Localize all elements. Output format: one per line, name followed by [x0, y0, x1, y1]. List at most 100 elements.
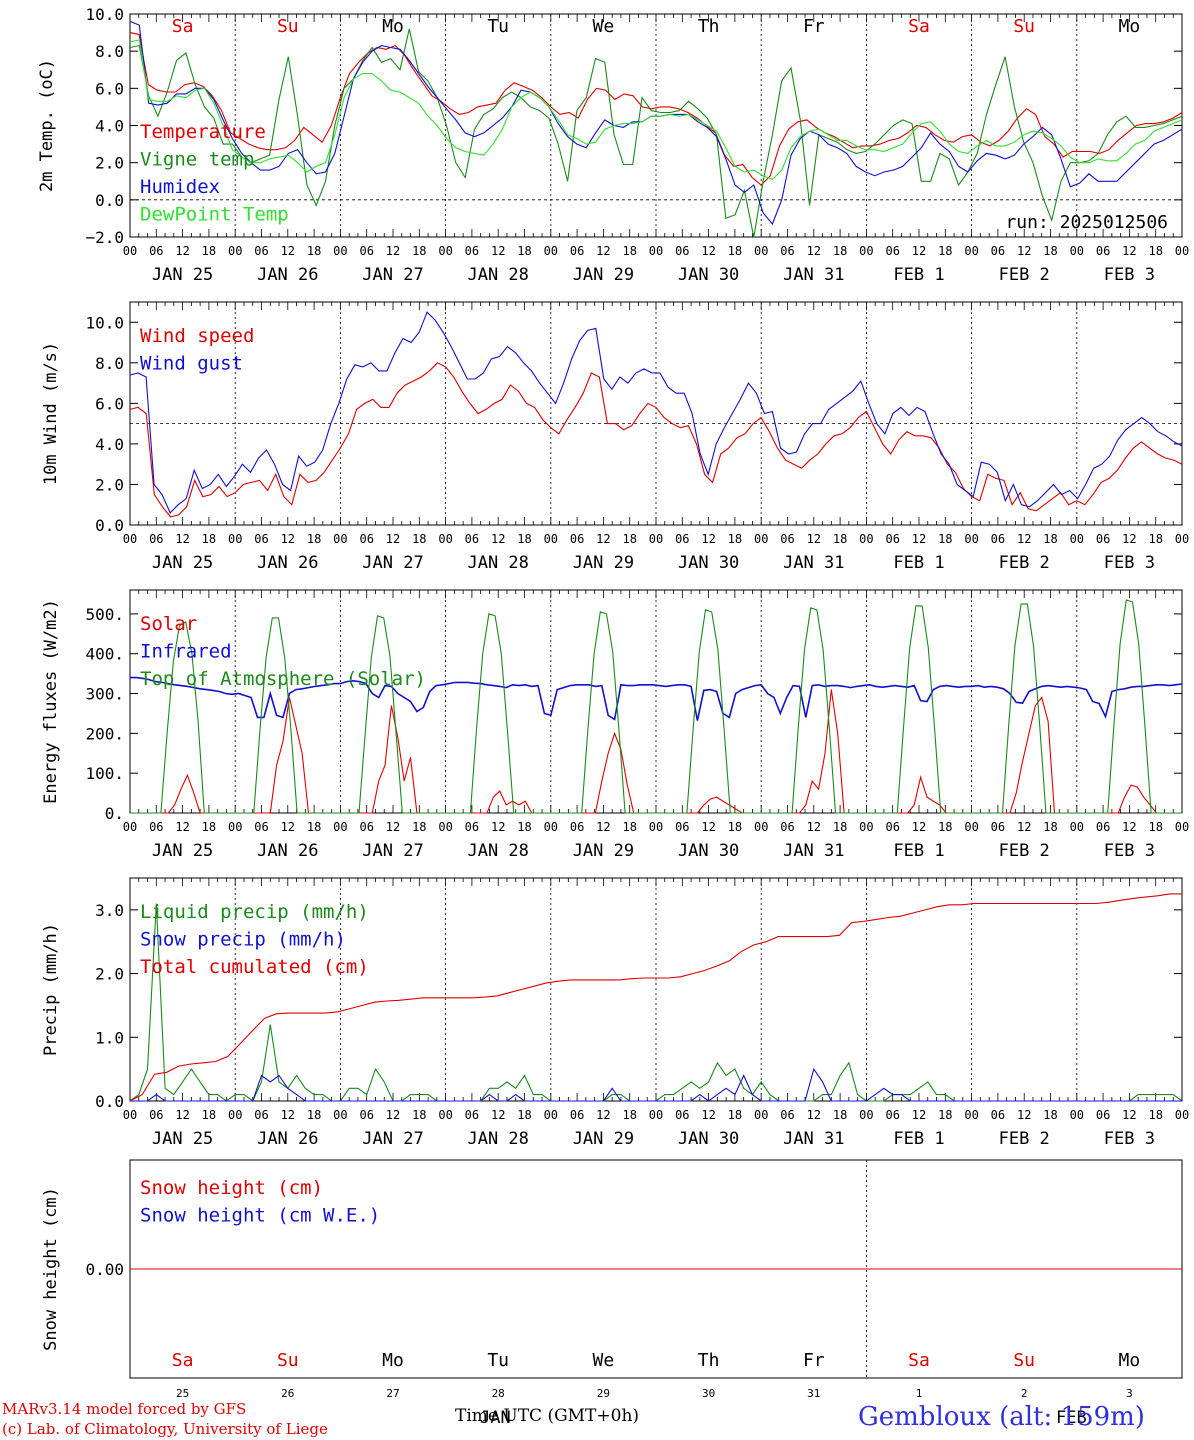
date-label: FEB 2	[999, 553, 1050, 573]
hour-tick-label: 18	[517, 820, 531, 834]
legend-entry: Vigne temp	[140, 149, 254, 171]
hour-tick-label: 12	[1017, 1108, 1031, 1122]
hour-tick-label: 18	[833, 532, 847, 546]
hour-tick-label: 18	[307, 244, 321, 258]
hour-tick-label: 00	[544, 1108, 558, 1122]
date-label: JAN 25	[152, 553, 213, 573]
date-label: FEB 1	[893, 1129, 944, 1149]
date-label: JAN 27	[362, 1129, 423, 1149]
run-label: run: 2025012506	[1005, 212, 1168, 233]
hour-tick-label: 00	[964, 820, 978, 834]
hour-tick-label: 00	[859, 820, 873, 834]
hour-tick-label: 00	[123, 1108, 137, 1122]
hour-tick-label: 00	[438, 532, 452, 546]
hour-tick-label: 00	[1175, 820, 1189, 834]
date-label: JAN 26	[257, 265, 318, 285]
hour-tick-label: 12	[912, 820, 926, 834]
hour-tick-label: 00	[1070, 820, 1084, 834]
day-number: 30	[702, 1387, 715, 1400]
hour-tick-label: 00	[964, 244, 978, 258]
hour-tick-label: 12	[912, 532, 926, 546]
hour-tick-label: 18	[938, 820, 952, 834]
hour-tick-label: 18	[622, 1108, 636, 1122]
legend-entry: Top of Atmosphere (Solar)	[140, 668, 426, 690]
weekday-label: Mo	[382, 1350, 404, 1371]
hour-tick-label: 06	[254, 820, 268, 834]
y-tick-label: −2.0	[85, 228, 124, 247]
y-tick-label: 4.0	[95, 117, 124, 136]
hour-tick-label: 00	[333, 820, 347, 834]
series-line	[129, 32, 1183, 186]
hour-tick-label: 18	[307, 1108, 321, 1122]
hour-tick-label: 00	[438, 820, 452, 834]
hour-tick-label: 00	[228, 244, 242, 258]
hour-tick-label: 18	[307, 820, 321, 834]
hour-tick-label: 12	[175, 1108, 189, 1122]
y-tick-label: 0.0	[95, 1092, 124, 1111]
station-name: Gembloux (alt: 159m)	[858, 1402, 1145, 1432]
y-tick-label: 8.0	[95, 42, 124, 61]
hour-tick-label: 18	[412, 244, 426, 258]
y-tick-label: 3.0	[95, 901, 124, 920]
hour-tick-label: 00	[228, 820, 242, 834]
hour-tick-label: 06	[991, 244, 1005, 258]
hour-tick-label: 12	[386, 820, 400, 834]
date-label: JAN 27	[362, 265, 423, 285]
hour-tick-label: 12	[491, 1108, 505, 1122]
y-tick-label: 500.	[85, 605, 124, 624]
hour-tick-label: 06	[885, 1108, 899, 1122]
hour-tick-label: 00	[964, 1108, 978, 1122]
hour-tick-label: 18	[1043, 532, 1057, 546]
hour-tick-label: 18	[833, 1108, 847, 1122]
hour-tick-label: 06	[1096, 244, 1110, 258]
hour-tick-label: 12	[807, 1108, 821, 1122]
series-line	[129, 28, 1183, 238]
y-axis-title: Precip (mm/h)	[41, 923, 61, 1056]
date-label: JAN 26	[257, 553, 318, 573]
weekday-label: Su	[1013, 1350, 1035, 1371]
day-number: 29	[597, 1387, 610, 1400]
y-tick-label: 200.	[85, 724, 124, 743]
weekday-label: Th	[698, 16, 720, 37]
date-label: FEB 3	[1104, 265, 1155, 285]
legend-entry: Snow height (cm)	[140, 1177, 323, 1199]
weekday-label: Su	[277, 1350, 299, 1371]
weekday-label: Su	[1013, 16, 1035, 37]
hour-tick-label: 00	[1070, 244, 1084, 258]
weekday-label: Sa	[172, 1350, 194, 1371]
weekday-label: Su	[277, 16, 299, 37]
hour-tick-label: 00	[649, 1108, 663, 1122]
hour-tick-label: 12	[596, 820, 610, 834]
series-line	[129, 362, 1183, 518]
hour-tick-label: 06	[465, 532, 479, 546]
date-label: JAN 27	[362, 553, 423, 573]
date-label: JAN 29	[573, 265, 634, 285]
hour-tick-label: 00	[1070, 1108, 1084, 1122]
y-tick-label: 2.0	[95, 154, 124, 173]
hour-tick-label: 06	[885, 532, 899, 546]
weekday-label: Sa	[908, 1350, 930, 1371]
hour-tick-label: 06	[780, 532, 794, 546]
hour-tick-label: 06	[254, 532, 268, 546]
hour-tick-label: 12	[386, 244, 400, 258]
hour-tick-label: 12	[596, 532, 610, 546]
series-line	[129, 893, 1182, 1102]
hour-tick-label: 06	[1096, 1108, 1110, 1122]
hour-tick-label: 18	[1148, 1108, 1162, 1122]
hour-tick-label: 00	[123, 244, 137, 258]
date-label: JAN 28	[467, 1129, 528, 1149]
hour-tick-label: 00	[228, 532, 242, 546]
hour-tick-label: 12	[701, 244, 715, 258]
hour-tick-label: 12	[1122, 532, 1136, 546]
legend-entry: Total cumulated (cm)	[140, 956, 369, 978]
hour-tick-label: 18	[1043, 244, 1057, 258]
hour-tick-label: 00	[859, 244, 873, 258]
hour-tick-label: 06	[359, 1108, 373, 1122]
hour-tick-label: 06	[359, 820, 373, 834]
day-number: 25	[176, 1387, 189, 1400]
series-line	[130, 676, 1183, 721]
hour-tick-label: 18	[202, 1108, 216, 1122]
day-number: 31	[807, 1387, 820, 1400]
hour-tick-label: 06	[570, 532, 584, 546]
series-line	[130, 599, 1182, 814]
